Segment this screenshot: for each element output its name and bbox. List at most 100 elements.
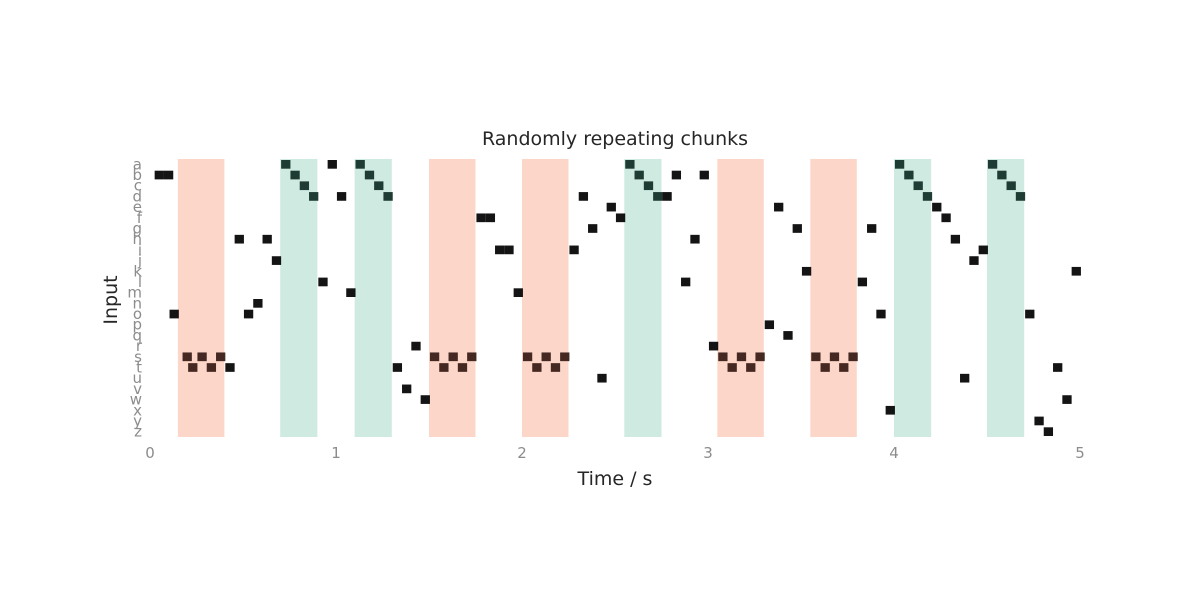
spike-84 (932, 202, 942, 212)
spike-47 (588, 224, 598, 233)
spike-58 (690, 234, 700, 244)
spike-73 (829, 352, 840, 362)
spike-8 (225, 363, 235, 372)
chunk-a-band-4 (810, 159, 857, 437)
chunk-a-band-1 (429, 159, 476, 437)
spike-83 (922, 192, 933, 201)
y-tick-g: g (132, 220, 142, 238)
spike-29 (420, 395, 430, 404)
spike-16 (299, 181, 310, 191)
spike-88 (969, 256, 979, 265)
spike-43 (550, 363, 561, 372)
spike-25 (383, 192, 393, 201)
spike-35 (476, 213, 486, 223)
spike-51 (625, 160, 635, 169)
chunk-b-band-2 (624, 159, 662, 437)
y-tick-o: o (133, 305, 142, 323)
spike-28 (411, 341, 421, 351)
spike-5 (197, 352, 207, 362)
spike-30 (429, 352, 440, 362)
spike-3 (182, 352, 192, 362)
spike-33 (457, 363, 468, 372)
y-tick-h: h (132, 230, 142, 248)
spike-56 (671, 170, 682, 180)
spike-94 (1025, 309, 1035, 319)
spike-76 (857, 277, 868, 287)
chunk-a-band-0 (177, 159, 225, 437)
y-tick-e: e (133, 198, 142, 216)
spike-92 (1006, 181, 1016, 191)
spike-59 (699, 170, 709, 180)
spike-96 (1043, 427, 1054, 436)
x-tick-4: 4 (889, 444, 899, 462)
spike-74 (839, 363, 849, 372)
spike-14 (281, 160, 291, 169)
y-tick-k: k (133, 262, 142, 280)
y-tick-v: v (133, 380, 142, 398)
x-tick-labels: 0 1 2 3 4 5 (145, 444, 1085, 462)
chunk-bands (177, 159, 1025, 437)
spike-65 (755, 352, 765, 362)
spike-97 (1053, 363, 1063, 372)
spike-61 (718, 352, 728, 362)
spike-68 (783, 331, 793, 340)
chunk-a-band-3 (717, 159, 764, 437)
spike-91 (997, 170, 1007, 180)
y-tick-s: s (134, 348, 142, 366)
y-tick-b: b (132, 166, 142, 184)
spike-41 (532, 363, 542, 372)
spike-77 (867, 224, 877, 233)
spike-64 (746, 363, 756, 372)
spike-17 (309, 192, 319, 201)
spike-75 (848, 352, 858, 362)
spike-44 (560, 352, 570, 362)
y-tick-y: y (133, 412, 142, 430)
spike-26 (392, 363, 403, 372)
spike-79 (885, 405, 895, 415)
spike-82 (913, 181, 923, 191)
x-tick-3: 3 (703, 444, 713, 462)
spike-4 (188, 363, 198, 372)
spike-23 (364, 170, 375, 180)
spike-86 (950, 234, 961, 244)
y-tick-z: z (134, 423, 142, 441)
spike-0 (154, 170, 164, 180)
y-tick-f: f (137, 209, 143, 227)
spike-60 (708, 341, 719, 351)
spike-11 (253, 299, 263, 308)
y-tick-q: q (132, 326, 142, 344)
spike-40 (522, 352, 533, 362)
y-tick-p: p (132, 316, 142, 334)
spike-95 (1034, 416, 1044, 426)
spike-78 (876, 309, 886, 319)
x-tick-0: 0 (145, 444, 155, 462)
spike-10 (243, 309, 254, 319)
spike-66 (764, 320, 775, 330)
spike-90 (987, 160, 998, 169)
spike-12 (262, 234, 272, 244)
y-tick-l: l (138, 273, 142, 291)
spike-99 (1071, 266, 1081, 276)
spike-55 (662, 192, 672, 201)
spike-71 (811, 352, 821, 362)
spike-80 (894, 160, 905, 169)
y-tick-c: c (134, 177, 142, 195)
spike-21 (346, 288, 356, 297)
y-tick-d: d (132, 187, 142, 205)
chart-title: Randomly repeating chunks (482, 128, 748, 150)
spike-49 (606, 202, 616, 212)
spike-6 (206, 363, 217, 372)
spike-81 (904, 170, 914, 180)
spike-72 (820, 363, 830, 372)
y-tick-n: n (132, 294, 142, 312)
chunk-a-band-2 (522, 159, 569, 437)
spike-24 (374, 181, 384, 191)
spike-markers (154, 160, 1081, 436)
chunk-b-band-3 (894, 159, 932, 437)
spike-93 (1015, 192, 1026, 201)
spike-98 (1062, 395, 1072, 404)
y-axis-label: Input (100, 275, 122, 324)
spike-27 (402, 384, 412, 394)
